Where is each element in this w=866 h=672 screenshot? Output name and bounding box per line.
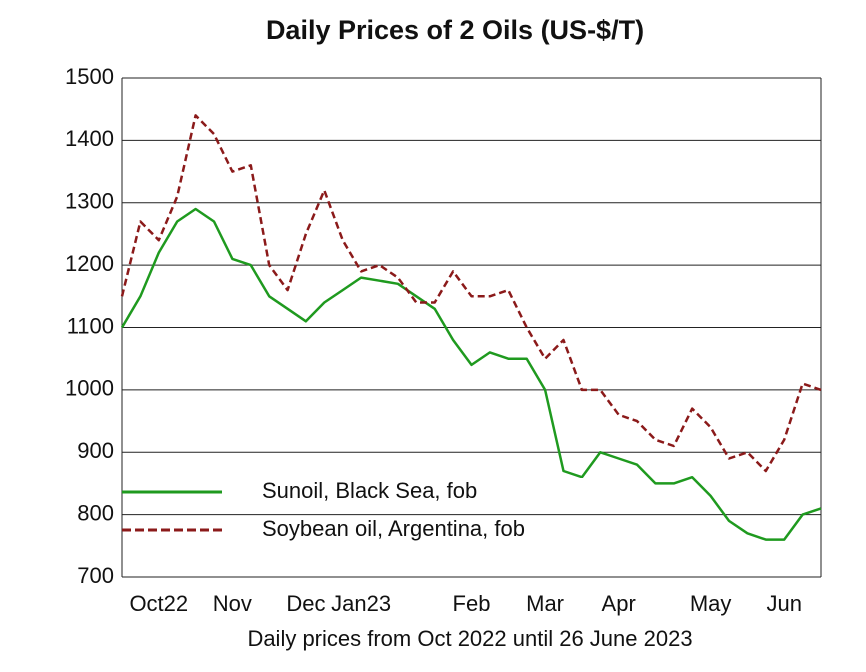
y-tick-label: 1100 bbox=[67, 313, 114, 338]
y-tick-label: 1300 bbox=[65, 189, 114, 214]
y-tick-label: 900 bbox=[77, 438, 114, 463]
x-tick-label: Jun bbox=[766, 591, 801, 616]
x-tick-label: Nov bbox=[213, 591, 252, 616]
legend-label: Sunoil, Black Sea, fob bbox=[262, 478, 477, 503]
y-tick-label: 1000 bbox=[65, 376, 114, 401]
x-tick-label: Oct22 bbox=[129, 591, 188, 616]
x-tick-label: Dec bbox=[286, 591, 325, 616]
series-line bbox=[120, 114, 822, 473]
x-axis-label: Daily prices from Oct 2022 until 26 June… bbox=[247, 626, 692, 651]
x-tick-label: Mar bbox=[526, 591, 564, 616]
x-tick-label: Apr bbox=[602, 591, 636, 616]
chart-title: Daily Prices of 2 Oils (US-$/T) bbox=[266, 15, 644, 45]
series-line bbox=[120, 207, 822, 541]
y-tick-label: 1200 bbox=[65, 251, 114, 276]
x-tick-label: May bbox=[690, 591, 732, 616]
y-tick-label: 1400 bbox=[65, 126, 114, 151]
y-tick-label: 1500 bbox=[65, 64, 114, 89]
x-tick-label: Feb bbox=[453, 591, 491, 616]
y-tick-label: 700 bbox=[77, 563, 114, 588]
y-tick-label: 800 bbox=[77, 500, 114, 525]
x-tick-label: Jan23 bbox=[331, 591, 391, 616]
legend-label: Soybean oil, Argentina, fob bbox=[262, 516, 525, 541]
